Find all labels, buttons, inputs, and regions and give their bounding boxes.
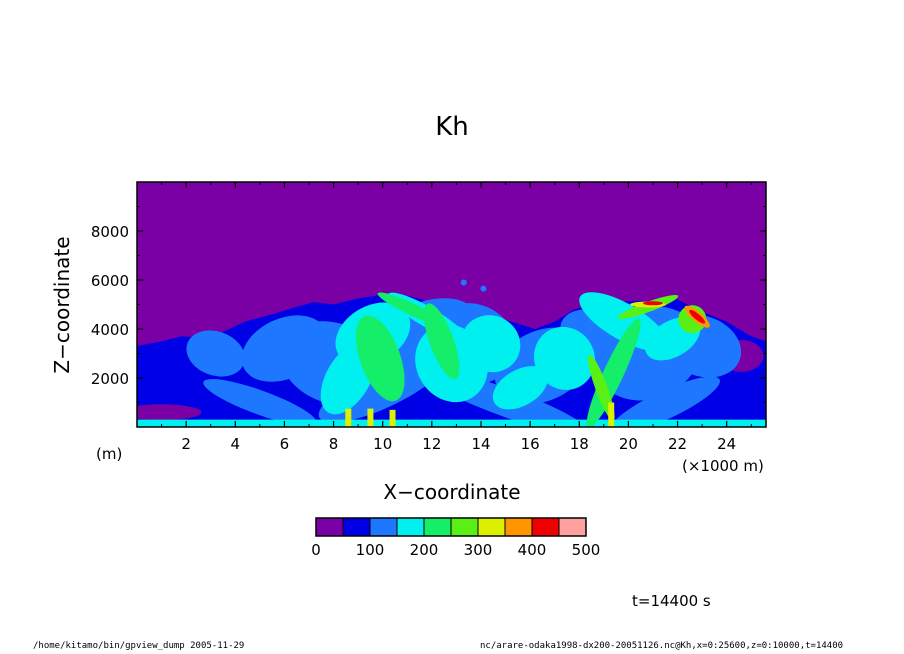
x-axis-unit: (×1000 m) bbox=[682, 457, 764, 475]
light-blue-band bbox=[610, 376, 720, 427]
chart-title: Kh bbox=[435, 112, 469, 142]
colorbar-swatch bbox=[396, 517, 425, 537]
cyan-region bbox=[492, 366, 548, 410]
colorbar-swatch bbox=[423, 517, 452, 537]
colorbar-tick-label: 300 bbox=[464, 541, 493, 559]
colorbar: 0 100 200 300 400 500 bbox=[311, 517, 601, 559]
x-tick-label: 20 bbox=[619, 435, 638, 453]
yellow-streak bbox=[367, 408, 374, 427]
x-axis-label: X−coordinate bbox=[383, 480, 521, 504]
surface-cyan-layer bbox=[137, 419, 766, 427]
colorbar-swatch bbox=[558, 517, 587, 537]
colorbar-swatch bbox=[531, 517, 560, 537]
colorbar-tick-label: 400 bbox=[518, 541, 547, 559]
x-tick-label: 14 bbox=[471, 435, 490, 453]
x-tick-label: 10 bbox=[373, 435, 392, 453]
red-streak bbox=[642, 301, 663, 306]
y-tick-label: 2000 bbox=[91, 370, 129, 388]
colorbar-swatch bbox=[504, 517, 533, 537]
y-axis-unit: (m) bbox=[96, 445, 123, 463]
green-core bbox=[588, 354, 615, 421]
yellow-streak bbox=[345, 408, 352, 427]
cyan-region bbox=[461, 315, 521, 373]
green-core bbox=[423, 303, 460, 380]
cyan-region bbox=[579, 292, 668, 352]
cyan-region bbox=[534, 326, 596, 390]
colorbar-swatch bbox=[369, 517, 398, 537]
x-tick-label: 2 bbox=[181, 435, 191, 453]
footer-right: nc/arare-odaka1998-dx200-20051126.nc@Kh,… bbox=[480, 641, 844, 651]
time-label: t=14400 s bbox=[632, 592, 711, 610]
red-core bbox=[689, 309, 706, 324]
x-tick-label: 22 bbox=[668, 435, 687, 453]
colorbar-swatch bbox=[477, 517, 506, 537]
x-tick-label: 8 bbox=[329, 435, 339, 453]
light-blue-band bbox=[203, 379, 317, 426]
light-blue-band bbox=[186, 330, 245, 377]
colorbar-tick-label: 100 bbox=[356, 541, 385, 559]
colorbar-tick-label: 200 bbox=[410, 541, 439, 559]
yellow-streak bbox=[608, 402, 615, 427]
x-tick-label: 24 bbox=[717, 435, 736, 453]
y-tick-label: 6000 bbox=[91, 272, 129, 290]
colorbar-swatch bbox=[450, 517, 479, 537]
y-tick-label: 8000 bbox=[91, 223, 129, 241]
isolated-blob bbox=[480, 285, 487, 292]
footer-left: /home/kitamo/bin/gpview_dump 2005-11-29 bbox=[33, 641, 245, 651]
x-tick-label: 6 bbox=[280, 435, 290, 453]
x-tick-label: 16 bbox=[521, 435, 540, 453]
x-tick-label: 12 bbox=[422, 435, 441, 453]
green-core bbox=[355, 315, 405, 402]
colorbar-swatch bbox=[315, 517, 344, 537]
colorbar-tick-label: 500 bbox=[572, 541, 601, 559]
yellow-streak bbox=[389, 409, 396, 427]
isolated-blob bbox=[460, 279, 467, 286]
y-tick-label: 4000 bbox=[91, 321, 129, 339]
colorbar-swatch bbox=[342, 517, 371, 537]
x-tick-label: 4 bbox=[231, 435, 241, 453]
colorbar-tick-label: 0 bbox=[311, 541, 321, 559]
colorbar-frame bbox=[315, 517, 587, 537]
contour-field bbox=[137, 182, 766, 427]
surface-pocket-left bbox=[137, 404, 202, 421]
x-tick-label: 18 bbox=[570, 435, 589, 453]
